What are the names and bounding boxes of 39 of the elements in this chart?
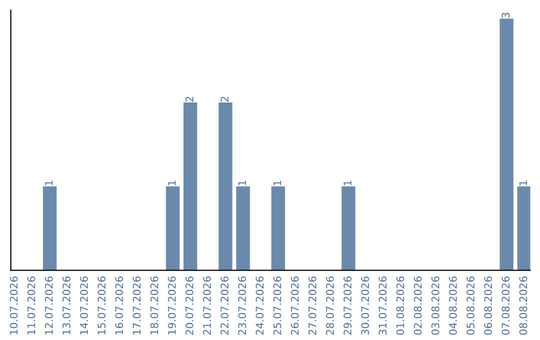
x-tick-label: 20.07.2026 bbox=[185, 276, 194, 335]
x-tick-label: 24.07.2026 bbox=[256, 276, 264, 335]
data-label: 1 bbox=[168, 180, 176, 186]
x-tick-label: 05.08.2026 bbox=[466, 276, 474, 335]
x-tick-label: 06.08.2026 bbox=[484, 276, 492, 335]
data-label: 1 bbox=[344, 180, 352, 186]
x-tick-label: 30.07.2026 bbox=[361, 276, 370, 335]
x-tick-label: 02.08.2026 bbox=[414, 276, 422, 335]
x-tick-label: 15.07.2026 bbox=[98, 276, 106, 334]
x-tick-label: 13.07.2026 bbox=[62, 276, 70, 334]
x-tick-label: 11.07.2026 bbox=[27, 276, 36, 334]
x-tick-label: 16.07.2026 bbox=[115, 276, 124, 334]
x-tick-label: 25.07.2026 bbox=[273, 276, 282, 335]
data-label: 2 bbox=[220, 96, 228, 102]
x-tick-label: 10.07.2026 bbox=[10, 276, 18, 334]
x-tick-label: 21.07.2026 bbox=[203, 276, 211, 335]
data-label: 1 bbox=[238, 180, 246, 186]
x-tick-label: 26.07.2026 bbox=[290, 276, 299, 335]
x-tick-label: 29.07.2026 bbox=[344, 276, 352, 335]
x-tick-label: 01.08.2026 bbox=[396, 276, 404, 335]
x-tick-label: 28.07.2026 bbox=[326, 276, 334, 335]
x-tick-label: 19.07.2026 bbox=[168, 276, 176, 334]
data-label: 2 bbox=[185, 96, 194, 102]
x-tick-label: 03.08.2026 bbox=[431, 276, 440, 335]
x-tick-label: 22.07.2026 bbox=[220, 276, 228, 335]
x-tick-label: 17.07.2026 bbox=[132, 276, 141, 334]
x-tick-label: 27.07.2026 bbox=[308, 276, 316, 335]
x-tick-label: 07.08.2026 bbox=[502, 276, 510, 335]
data-label: 1 bbox=[273, 180, 282, 186]
x-tick-label: 18.07.2026 bbox=[150, 276, 158, 334]
x-tick-label: 31.07.2026 bbox=[378, 276, 387, 335]
data-label: 1 bbox=[519, 180, 528, 186]
x-tick-label: 12.07.2026 bbox=[44, 276, 53, 334]
x-tick-label: 08.08.2026 bbox=[519, 276, 528, 335]
x-tick-label: 14.07.2026 bbox=[80, 276, 88, 334]
x-tick-label: 04.08.2026 bbox=[449, 276, 457, 335]
x-tick-label: 23.07.2026 bbox=[238, 276, 246, 335]
data-label: 1 bbox=[45, 180, 53, 186]
data-label: 3 bbox=[502, 12, 510, 18]
